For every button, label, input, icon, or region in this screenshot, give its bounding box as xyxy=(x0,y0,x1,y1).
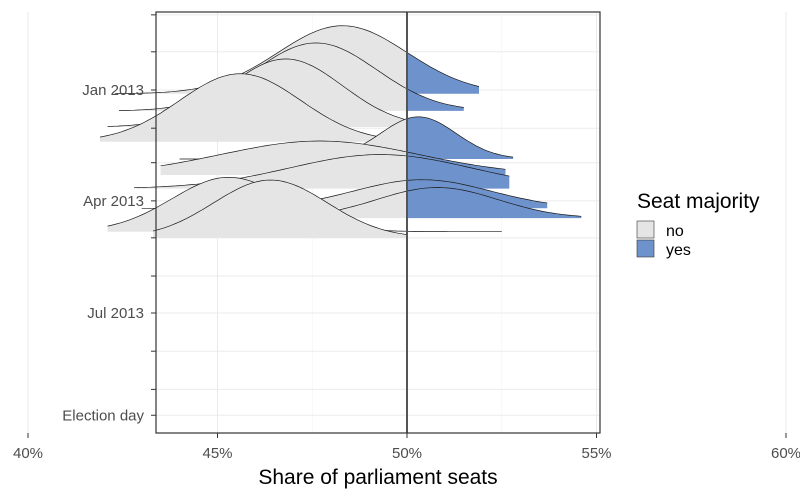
legend: Seat majority no yes xyxy=(636,190,760,259)
y-tick-label: Jul 2013 xyxy=(87,305,144,322)
ridge-area-no xyxy=(153,191,407,219)
ridge-area-no xyxy=(141,180,407,209)
ridge xyxy=(153,179,408,238)
x-tick-label: 55% xyxy=(581,445,611,462)
axes: 40% 45% 50% 55% 60% Jan 2013 Apr 2013 Jul 2013 E… xyxy=(13,14,800,462)
legend-title: Seat majority xyxy=(637,190,760,213)
ridge-area-yes xyxy=(407,116,514,159)
ridge-area-yes xyxy=(407,52,479,94)
x-tick-label: 50% xyxy=(392,445,422,462)
density-ridges xyxy=(99,25,582,238)
x-tick-label: 60% xyxy=(771,445,800,462)
ridge-outline xyxy=(115,25,480,94)
x-axis-title: Share of parliament seats xyxy=(258,466,497,489)
y-tick-label: Election day xyxy=(62,407,144,424)
ridge-area-no xyxy=(134,154,407,189)
x-tick-label: 40% xyxy=(13,445,43,462)
ridge-area-no xyxy=(100,73,407,142)
ridge-area-no xyxy=(153,180,407,238)
legend-key-yes xyxy=(636,239,655,258)
plot-border xyxy=(155,11,601,434)
legend-label-no: no xyxy=(666,223,684,240)
ridge-outline xyxy=(134,154,510,189)
ridge-outline xyxy=(99,73,423,142)
y-tick-label: Apr 2013 xyxy=(83,193,144,210)
ridge-outline xyxy=(153,179,408,235)
y-tick-label: Jan 2013 xyxy=(82,82,144,99)
ridge-outline xyxy=(160,140,506,170)
x-tick-label: 45% xyxy=(202,445,232,462)
ridge-area-yes xyxy=(407,88,464,111)
legend-key-no xyxy=(636,220,655,239)
legend-label-yes: yes xyxy=(666,242,691,259)
